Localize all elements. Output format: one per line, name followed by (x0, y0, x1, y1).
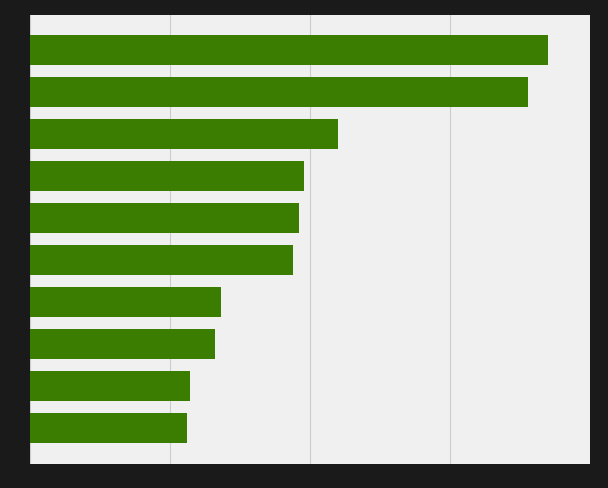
Bar (30, 287, 221, 317)
Bar (30, 371, 190, 401)
Bar (30, 245, 293, 275)
Bar (30, 161, 305, 191)
Bar (30, 329, 215, 359)
Bar (30, 77, 528, 107)
Bar (30, 203, 299, 233)
Bar (30, 35, 548, 65)
Bar (30, 119, 338, 149)
Bar (30, 413, 187, 443)
